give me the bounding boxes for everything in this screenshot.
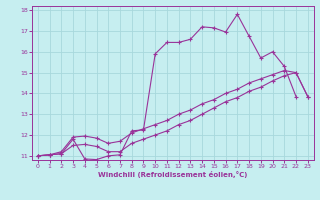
X-axis label: Windchill (Refroidissement éolien,°C): Windchill (Refroidissement éolien,°C) [98,171,247,178]
